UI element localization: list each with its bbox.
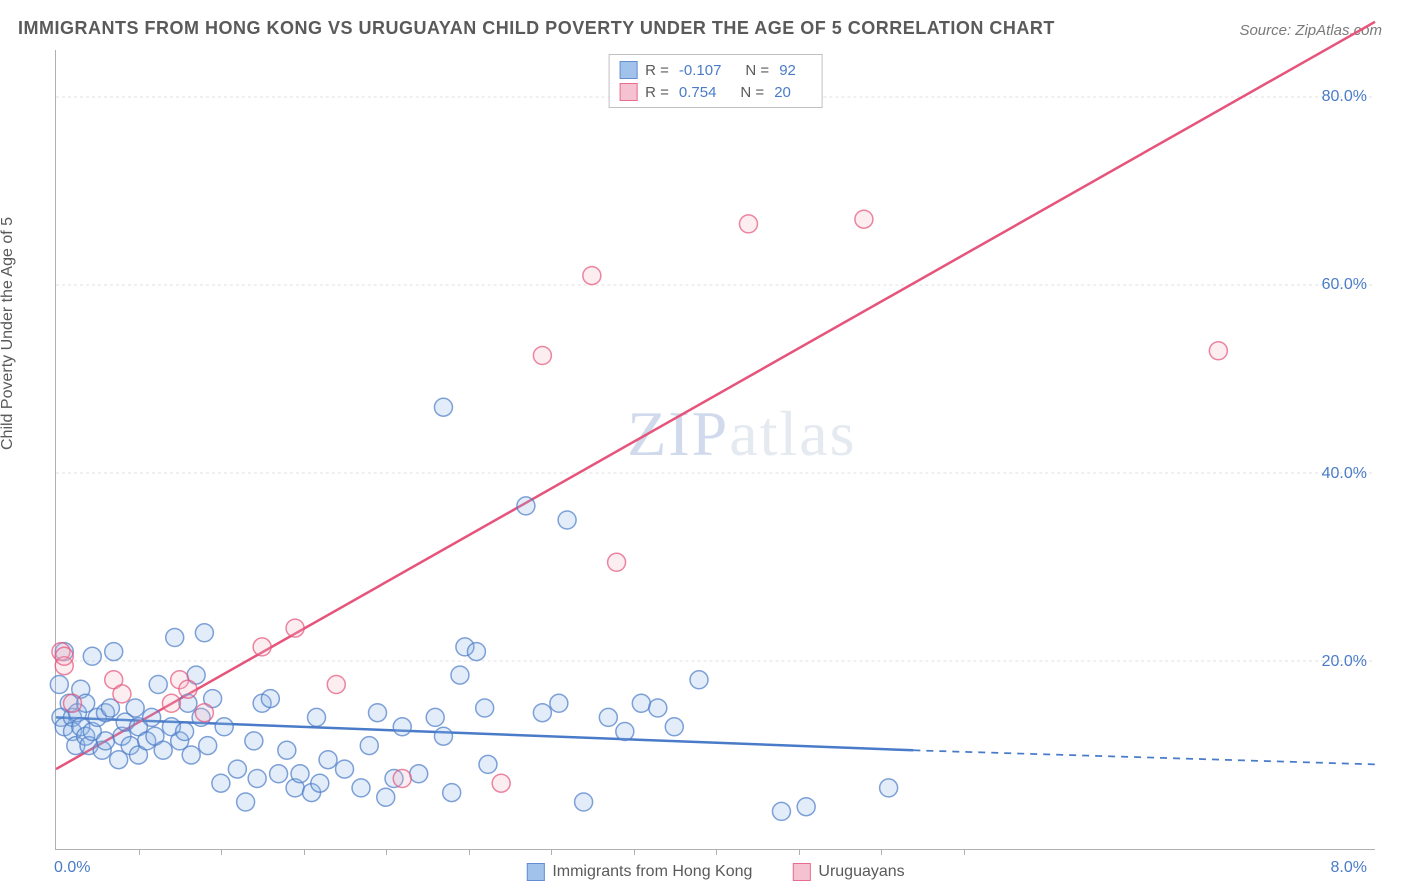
plot-area: ZIPatlas 20.0%40.0%60.0%80.0% 0.0%8.0% R…	[55, 50, 1375, 850]
x-tick-mark	[881, 849, 882, 855]
legend-swatch-ur-bottom	[792, 863, 810, 881]
x-tick-mark	[386, 849, 387, 855]
legend-n-label-ur: N =	[740, 84, 764, 101]
x-tick-label: 0.0%	[54, 859, 90, 877]
legend-swatch-hk-bottom	[526, 863, 544, 881]
legend-n-value-ur: 20	[774, 84, 791, 101]
legend-r-value-ur: 0.754	[679, 84, 717, 101]
legend-row-hongkong: R = -0.107 N = 92	[619, 59, 812, 81]
legend-item-uruguayan: Uruguayans	[792, 863, 904, 881]
legend-label-hongkong: Immigrants from Hong Kong	[552, 863, 752, 881]
x-tick-mark	[139, 849, 140, 855]
legend-n-value-hk: 92	[779, 62, 796, 79]
chart-svg	[56, 50, 1375, 849]
x-tick-mark	[304, 849, 305, 855]
legend-label-uruguayan: Uruguayans	[818, 863, 904, 881]
x-tick-mark	[551, 849, 552, 855]
x-tick-mark	[634, 849, 635, 855]
series-legend: Immigrants from Hong Kong Uruguayans	[526, 863, 904, 881]
x-tick-mark	[221, 849, 222, 855]
legend-row-uruguayan: R = 0.754 N = 20	[619, 81, 812, 103]
legend-swatch-hongkong	[619, 61, 637, 79]
legend-swatch-uruguayan	[619, 83, 637, 101]
legend-item-hongkong: Immigrants from Hong Kong	[526, 863, 752, 881]
correlation-legend: R = -0.107 N = 92 R = 0.754 N = 20	[608, 54, 823, 108]
legend-r-label-hk: R =	[645, 62, 669, 79]
y-tick-label: 60.0%	[1322, 276, 1367, 294]
y-tick-label: 80.0%	[1322, 88, 1367, 106]
legend-r-label-ur: R =	[645, 84, 669, 101]
x-tick-mark	[799, 849, 800, 855]
y-tick-label: 20.0%	[1322, 653, 1367, 671]
x-tick-mark	[964, 849, 965, 855]
legend-n-label-hk: N =	[745, 62, 769, 79]
x-tick-mark	[716, 849, 717, 855]
chart-title: IMMIGRANTS FROM HONG KONG VS URUGUAYAN C…	[18, 18, 1055, 39]
legend-r-value-hk: -0.107	[679, 62, 722, 79]
y-axis-label: Child Poverty Under the Age of 5	[0, 217, 17, 450]
x-tick-mark	[469, 849, 470, 855]
x-tick-label: 8.0%	[1331, 859, 1367, 877]
y-tick-label: 40.0%	[1322, 465, 1367, 483]
